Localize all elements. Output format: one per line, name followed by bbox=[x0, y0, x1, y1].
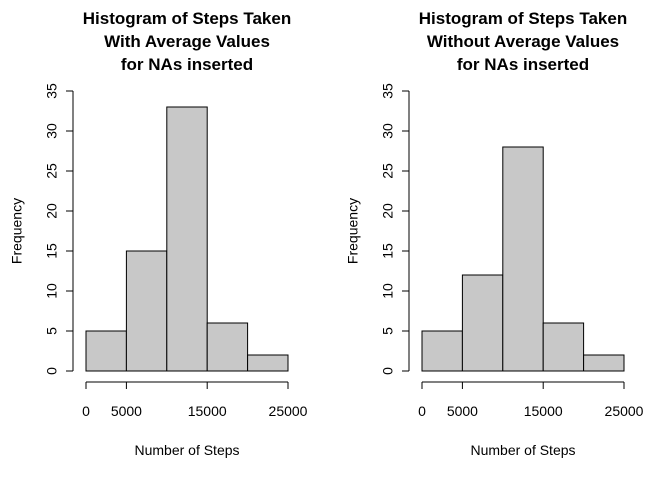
histogram-bar bbox=[85, 330, 127, 372]
x-tick-label: 15000 bbox=[524, 403, 563, 419]
y-tick-label: 25 bbox=[380, 163, 396, 179]
y-tick-label: 15 bbox=[380, 243, 396, 259]
chart-title-line: Without Average Values bbox=[427, 32, 619, 51]
y-tick-label: 20 bbox=[44, 203, 60, 219]
histogram-bar bbox=[247, 354, 289, 372]
chart-title-line: for NAs inserted bbox=[457, 55, 589, 74]
y-tick-label: 30 bbox=[44, 123, 60, 139]
chart-title-line: With Average Values bbox=[104, 32, 270, 51]
y-tick-label: 30 bbox=[380, 123, 396, 139]
chart-title-line: for NAs inserted bbox=[121, 55, 253, 74]
y-axis-label: Frequency bbox=[9, 198, 25, 264]
x-axis-label: Number of Steps bbox=[134, 442, 239, 458]
x-tick-label: 0 bbox=[418, 403, 426, 419]
y-tick-label: 20 bbox=[380, 203, 396, 219]
x-axis-label: Number of Steps bbox=[470, 442, 575, 458]
y-tick-label: 10 bbox=[380, 283, 396, 299]
y-tick-label: 35 bbox=[44, 83, 60, 99]
histogram-bar bbox=[461, 274, 504, 372]
y-tick-label: 25 bbox=[44, 163, 60, 179]
y-axis-label: Frequency bbox=[345, 198, 361, 264]
y-tick-label: 5 bbox=[380, 327, 396, 335]
histogram-bar bbox=[542, 322, 585, 372]
x-tick-label: 25000 bbox=[269, 403, 308, 419]
y-tick-label: 0 bbox=[44, 367, 60, 375]
x-tick-label: 0 bbox=[82, 403, 90, 419]
y-tick-label: 15 bbox=[44, 243, 60, 259]
x-tick-label: 5000 bbox=[111, 403, 142, 419]
histogram-bar bbox=[421, 330, 463, 372]
histogram-bar bbox=[502, 146, 544, 372]
y-tick-label: 5 bbox=[44, 327, 60, 335]
chart-title-line: Histogram of Steps Taken bbox=[83, 9, 291, 28]
histogram-bar bbox=[583, 354, 625, 372]
x-tick-label: 5000 bbox=[447, 403, 478, 419]
x-tick-label: 25000 bbox=[605, 403, 644, 419]
y-tick-label: 0 bbox=[380, 367, 396, 375]
x-tick-label: 15000 bbox=[188, 403, 227, 419]
chart-title-line: Histogram of Steps Taken bbox=[419, 9, 627, 28]
histogram-bar bbox=[206, 322, 249, 372]
histogram-bar bbox=[166, 106, 208, 372]
y-tick-label: 35 bbox=[380, 83, 396, 99]
y-tick-label: 10 bbox=[44, 283, 60, 299]
histogram-bar bbox=[125, 250, 168, 372]
